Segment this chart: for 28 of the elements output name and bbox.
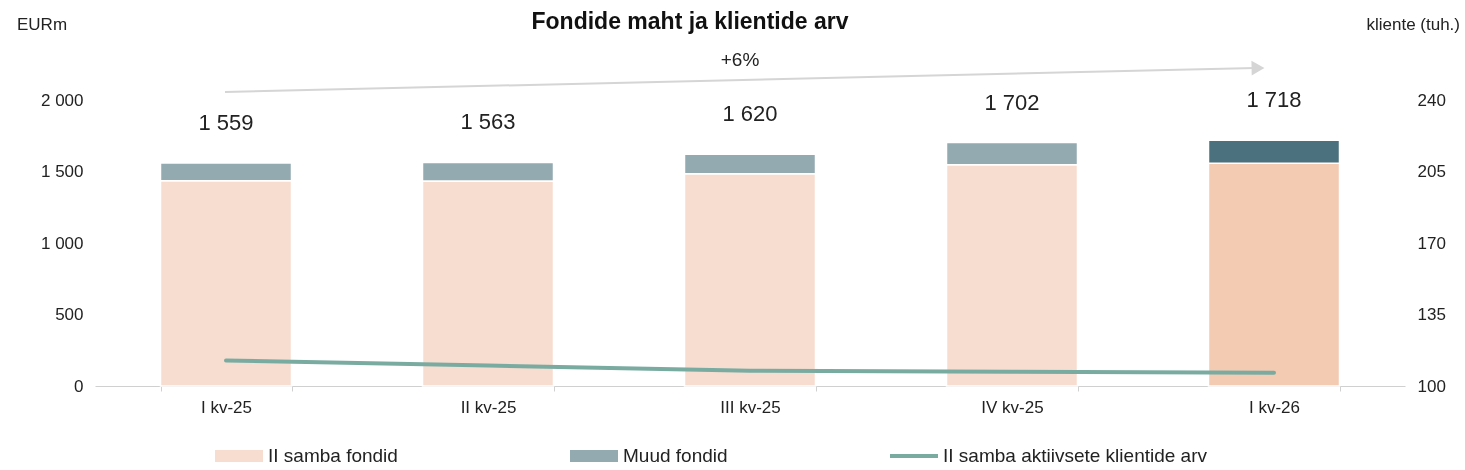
y2-tick-label: 100 bbox=[1417, 376, 1446, 396]
x-tick-label: III kv-25 bbox=[720, 397, 781, 417]
y-tick-label: 2 000 bbox=[40, 90, 84, 110]
legend-label: II samba aktiivsete klientide arv bbox=[943, 445, 1208, 466]
y-tick-label: 1 000 bbox=[40, 233, 84, 253]
legend-label: II samba fondid bbox=[268, 445, 398, 466]
text: +6% bbox=[720, 49, 760, 70]
x-tick-label: I kv-26 bbox=[1248, 397, 1301, 417]
x-tick-label: II kv-25 bbox=[460, 397, 517, 417]
legend-label: Muud fondid bbox=[623, 445, 728, 466]
y-tick-label: 0 bbox=[74, 376, 84, 396]
y2-tick-label: 240 bbox=[1417, 90, 1446, 110]
x-tick-label: I kv-25 bbox=[200, 397, 253, 417]
total-label: 1 620 bbox=[722, 101, 778, 127]
line-series bbox=[224, 358, 1276, 375]
y2-axis-title: kliente (tuh.) bbox=[1366, 15, 1460, 34]
y2-tick-label: 135 bbox=[1417, 305, 1446, 324]
y2-tick-label: 170 bbox=[1417, 233, 1446, 253]
chart-title: Fondide maht ja klientide arv bbox=[531, 8, 849, 34]
total-label: 1 563 bbox=[460, 109, 516, 135]
total-label: 1 559 bbox=[198, 110, 254, 136]
total-label: 1 718 bbox=[1246, 87, 1302, 113]
x-tick-label: IV kv-25 bbox=[981, 397, 1044, 417]
y-tick-label: 500 bbox=[55, 305, 84, 324]
y-axis-title: EURm bbox=[17, 15, 68, 34]
total-label: 1 702 bbox=[984, 89, 1040, 115]
y2-tick-label: 205 bbox=[1417, 162, 1446, 181]
y-tick-label: 1 500 bbox=[40, 162, 84, 181]
